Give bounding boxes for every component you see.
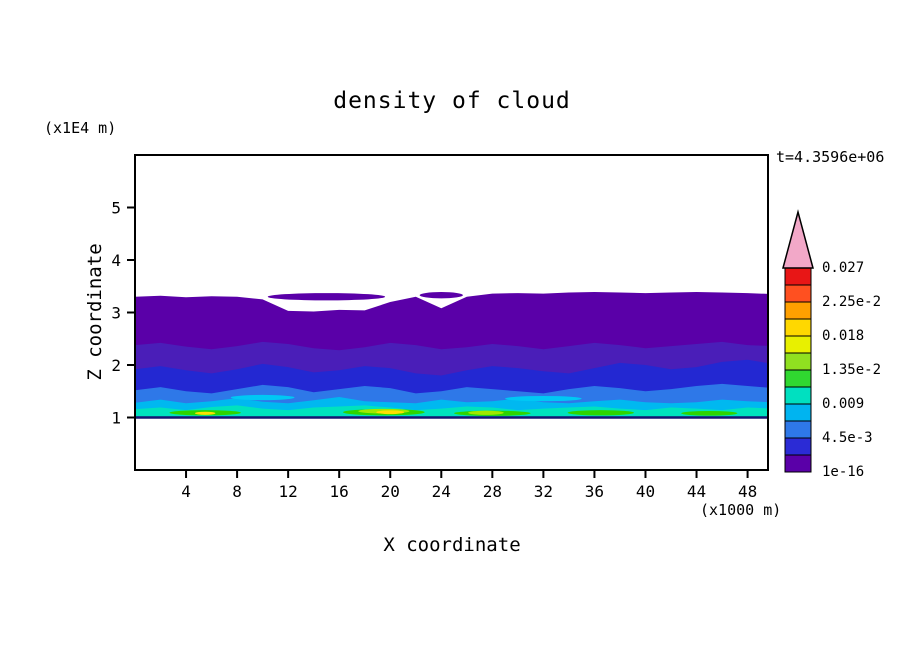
blob-green-streak-4 xyxy=(567,410,634,416)
x-tick-label: 24 xyxy=(432,482,451,501)
x-tick-label: 12 xyxy=(279,482,298,501)
blob-cyan-streak-1 xyxy=(230,394,295,401)
colorbar-cell-11 xyxy=(784,267,812,286)
colorbar-cell-2 xyxy=(784,420,812,439)
x-tick-label: 44 xyxy=(687,482,706,501)
x-tick-label: 40 xyxy=(636,482,655,501)
x-tick-label: 16 xyxy=(330,482,349,501)
colorbar-label-1: 2.25e-2 xyxy=(822,294,882,310)
blob-yellowgreen-streak-2 xyxy=(468,410,504,415)
x-tick-label: 28 xyxy=(483,482,502,501)
colorbar-cell-8 xyxy=(784,318,812,337)
colorbar-label-6: 1e-16 xyxy=(822,464,865,480)
cloud-field xyxy=(135,292,768,419)
chart-title: density of cloud xyxy=(333,88,571,114)
y-axis-title: Z coordinate xyxy=(84,243,106,381)
colorbar-label-2: 0.018 xyxy=(822,328,865,344)
time-annotation: t=4.3596e+06 xyxy=(776,148,885,166)
x-axis-title: X coordinate xyxy=(383,534,521,556)
colorbar-label-5: 4.5e-3 xyxy=(822,430,873,446)
x-axis-unit: (x1000 m) xyxy=(700,501,782,519)
colorbar-cell-10 xyxy=(784,284,812,303)
x-tick-label: 4 xyxy=(181,482,191,501)
colorbar-cell-9 xyxy=(784,301,812,320)
blob-yellow-streak-1 xyxy=(376,410,405,415)
blob-green-streak-5 xyxy=(681,410,738,416)
colorbar-cell-0 xyxy=(784,454,812,473)
x-tick-label: 20 xyxy=(381,482,400,501)
colorbar-label-4: 0.009 xyxy=(822,396,865,412)
blob-detached-purple-1 xyxy=(267,293,386,301)
y-tick-label: 4 xyxy=(111,251,121,270)
colorbar-cell-4 xyxy=(784,386,812,405)
y-tick-label: 1 xyxy=(111,409,121,428)
colorbar-cell-7 xyxy=(784,335,812,354)
colorbar-cell-6 xyxy=(784,352,812,371)
y-tick-label: 5 xyxy=(111,199,121,218)
colorbar-arrow xyxy=(782,209,814,269)
blob-cyan-streak-2 xyxy=(505,395,582,402)
colorbar-cell-3 xyxy=(784,403,812,422)
colorbar-cell-5 xyxy=(784,369,812,388)
blob-detached-purple-2 xyxy=(419,292,463,299)
y-tick-label: 3 xyxy=(111,304,121,323)
x-tick-label: 36 xyxy=(585,482,604,501)
x-tick-label: 32 xyxy=(534,482,553,501)
x-tick-label: 48 xyxy=(738,482,757,501)
colorbar-label-0: 0.027 xyxy=(822,260,865,276)
colorbar-cell-1 xyxy=(784,437,812,456)
colorbar-label-3: 1.35e-2 xyxy=(822,362,882,378)
x-tick-label: 8 xyxy=(232,482,242,501)
blob-yellow-streak-2 xyxy=(194,411,216,415)
y-axis-unit: (x1E4 m) xyxy=(44,119,117,137)
y-tick-label: 2 xyxy=(111,356,121,375)
